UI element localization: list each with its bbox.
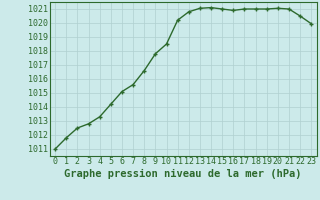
X-axis label: Graphe pression niveau de la mer (hPa): Graphe pression niveau de la mer (hPa): [64, 169, 302, 179]
